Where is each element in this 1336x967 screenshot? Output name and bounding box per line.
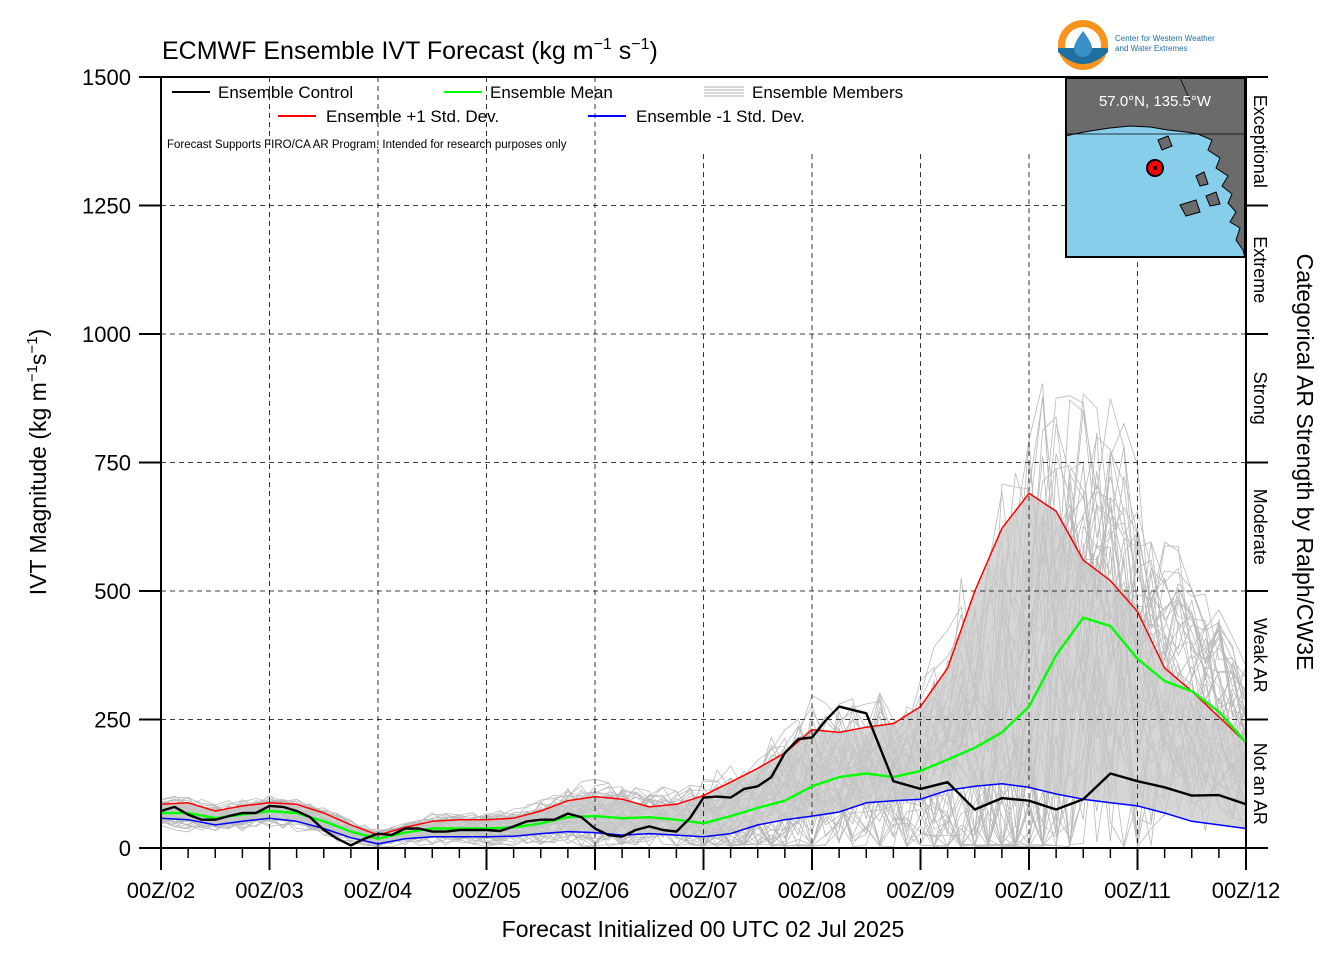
inset-island [1179, 199, 1201, 217]
ar-category-label: Exceptional [1250, 95, 1270, 188]
mean-line [161, 616, 1247, 840]
research-note: Forecast Supports FIRO/CA AR Program. In… [167, 139, 567, 151]
x-tick-label: 00Z/11 [1104, 878, 1171, 903]
x-tick-label: 00Z/02 [127, 878, 196, 903]
y-tick-label: 0 [119, 836, 131, 861]
inset-frame [1065, 77, 1246, 258]
legend-label-mean: Ensemble Mean [490, 83, 613, 102]
ar-category-label: Strong [1250, 372, 1270, 425]
x-tick-label: 00Z/10 [995, 878, 1064, 903]
logo-text-line1: Center for Western Weather [1115, 34, 1215, 43]
right-axis-title: Categorical AR Strength by Ralph/CW3E [1292, 254, 1318, 671]
inset-location-label: 57.0°N, 135.5°W [1099, 93, 1212, 110]
y-tick-label: 1250 [82, 194, 131, 219]
x-tick-label: 00Z/03 [235, 878, 304, 903]
y-tick-label: 1000 [82, 322, 131, 347]
ar-category-label: Extreme [1250, 236, 1270, 303]
legend-label-plus-sd: Ensemble +1 Std. Dev. [326, 107, 499, 126]
ar-category-label: Not an AR [1250, 743, 1270, 825]
legend-label-members: Ensemble Members [752, 83, 903, 102]
plus-sd-line [160, 492, 1247, 836]
inset-land [1066, 78, 1245, 257]
ar-category-label: Weak AR [1250, 618, 1270, 693]
x-tick-label: 00Z/05 [452, 878, 521, 903]
legend: Ensemble Control Ensemble Mean Ensemble … [167, 83, 903, 151]
ensemble-member-line [160, 423, 1247, 832]
x-tick-label: 00Z/08 [778, 878, 847, 903]
x-tick-label: 00Z/12 [1212, 878, 1281, 903]
y-tick-label: 500 [94, 579, 131, 604]
axis-ticks: 0 250 500 750 1000 1250 1500 00Z/02 00Z/03 00Z/04… [82, 65, 1280, 903]
chart-title: ECMWF Ensemble IVT Forecast (kg m−1 s−1) [162, 36, 658, 65]
y-axis-title: IVT Magnitude (kg m−1s−1) [24, 329, 51, 595]
legend-swatch-members [704, 86, 744, 97]
legend-label-control: Ensemble Control [218, 83, 353, 102]
legend-label-minus-sd: Ensemble -1 Std. Dev. [636, 107, 805, 126]
series-lines [160, 492, 1247, 847]
y-tick-label: 750 [94, 451, 131, 476]
grid [161, 77, 1246, 848]
ar-category-label: Moderate [1250, 489, 1270, 565]
x-tick-label: 00Z/06 [561, 878, 630, 903]
std-dev-band [161, 493, 1246, 844]
ar-categories: Not an AR Weak AR Moderate Strong Extreme Exc… [1246, 76, 1270, 849]
x-tick-label: 00Z/04 [344, 878, 413, 903]
y-tick-label: 1500 [82, 65, 131, 90]
y-tick-label: 250 [94, 708, 131, 733]
x-tick-label: 00Z/09 [886, 878, 955, 903]
inset-island [1157, 135, 1173, 151]
inset-border [1179, 78, 1191, 101]
x-axis-title: Forecast Initialized 00 UTC 02 Jul 2025 [502, 916, 905, 942]
location-marker-dot [1153, 166, 1157, 170]
logo-text-line2: and Water Extremes [1115, 44, 1188, 53]
control-line [160, 705, 1247, 847]
inset-island [1205, 191, 1221, 207]
minus-sd-line [160, 783, 1247, 845]
cw3e-logo: Center for Western Weather and Water Ext… [1058, 20, 1215, 70]
water-drop-icon [1074, 31, 1092, 57]
x-tick-label: 00Z/07 [669, 878, 738, 903]
inset-island [1195, 171, 1209, 187]
inset-map: 57.0°N, 135.5°W [1065, 77, 1246, 258]
